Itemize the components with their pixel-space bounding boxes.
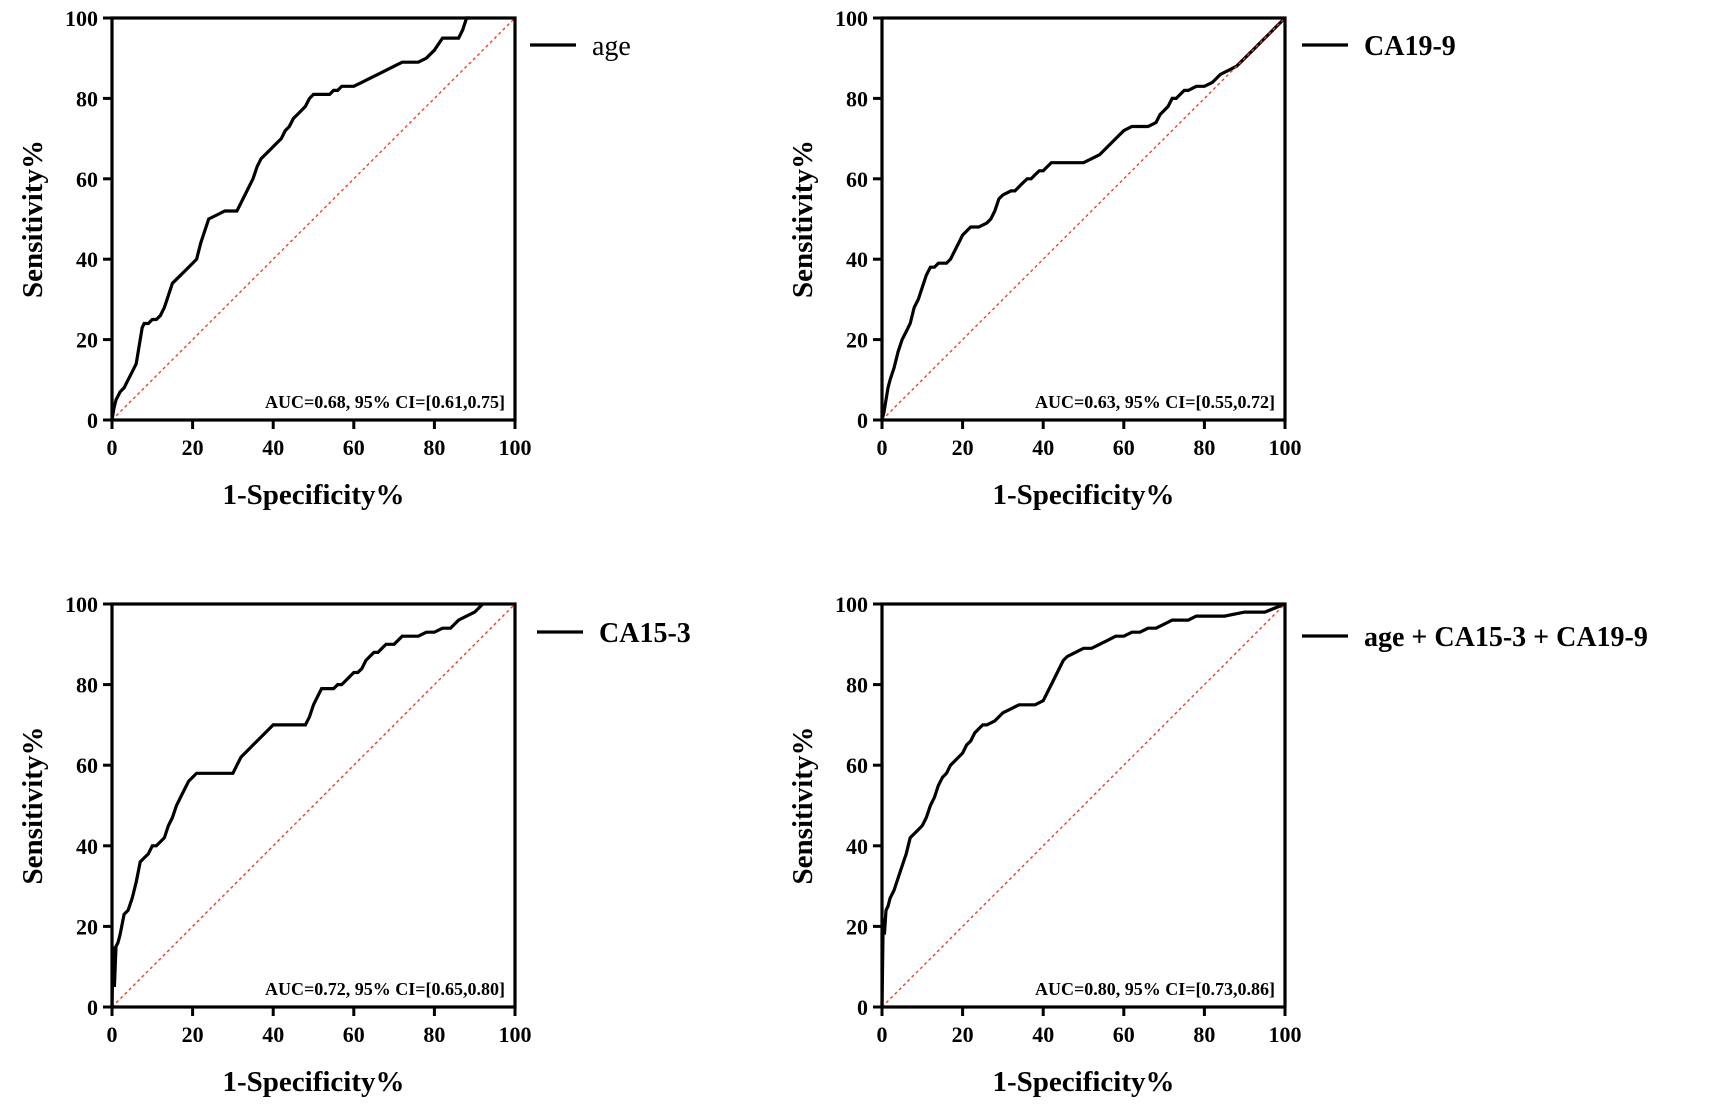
legend-label: age + CA15-3 + CA19-9 <box>1364 622 1648 653</box>
x-tick-label: 100 <box>499 1022 532 1047</box>
y-tick-label: 0 <box>87 408 98 433</box>
y-tick-label: 80 <box>76 673 98 698</box>
x-tick-label: 0 <box>107 1022 118 1047</box>
y-tick-label: 100 <box>835 6 868 31</box>
auc-annotation: AUC=0.68, 95% CI=[0.61,0.75] <box>265 392 505 412</box>
x-tick-label: 0 <box>107 435 118 460</box>
reference-diagonal-line <box>881 17 1286 421</box>
reference-diagonal-line <box>111 603 516 1008</box>
x-tick-label: 60 <box>1113 435 1135 460</box>
x-axis-title: 1-Specificity% <box>222 1066 404 1098</box>
y-tick-label: 100 <box>65 6 98 31</box>
x-tick-label: 40 <box>1032 435 1054 460</box>
y-tick-label: 80 <box>846 673 868 698</box>
roc-panel-4: 0 20 40 60 80 100 0 20 40 60 80 100 1-Specificity% Se… <box>787 592 1648 1098</box>
x-tick-label: 100 <box>1269 435 1302 460</box>
y-tick-label: 20 <box>76 914 98 939</box>
x-tick-label: 80 <box>423 435 445 460</box>
y-tick-label: 40 <box>846 834 868 859</box>
y-axis-title: Sensitivity% <box>787 140 819 298</box>
legend-label: CA15-3 <box>599 618 691 649</box>
y-tick-label: 80 <box>846 86 868 111</box>
y-tick-label: 40 <box>76 834 98 859</box>
roc-curve-line <box>110 602 484 1008</box>
y-tick-label: 0 <box>87 995 98 1020</box>
x-tick-label: 100 <box>499 435 532 460</box>
roc-curve-line <box>110 16 471 421</box>
auc-annotation: AUC=0.63, 95% CI=[0.55,0.72] <box>1035 392 1275 412</box>
y-tick-label: 60 <box>76 753 98 778</box>
y-tick-label: 100 <box>835 592 868 617</box>
y-tick-label: 0 <box>857 408 868 433</box>
x-tick-label: 60 <box>343 435 365 460</box>
reference-diagonal-line <box>111 17 516 421</box>
x-tick-label: 40 <box>262 1022 284 1047</box>
legend-label: CA19-9 <box>1364 31 1456 62</box>
x-tick-label: 80 <box>1193 435 1215 460</box>
x-tick-label: 20 <box>952 1022 974 1047</box>
x-tick-label: 80 <box>423 1022 445 1047</box>
auc-annotation: AUC=0.80, 95% CI=[0.73,0.86] <box>1035 979 1275 999</box>
plot-frame <box>110 16 517 422</box>
roc-curve-line <box>880 16 1287 421</box>
roc-panel-1: 0 20 40 60 80 100 0 20 40 60 80 100 1-Specificity% Se… <box>17 6 631 511</box>
y-tick-label: 60 <box>846 167 868 192</box>
x-axis-title: 1-Specificity% <box>992 1066 1174 1098</box>
roc-panel-2: 0 20 40 60 80 100 0 20 40 60 80 100 1-Specificity% Se… <box>787 6 1456 511</box>
plot-frame <box>880 16 1287 422</box>
y-tick-label: 20 <box>846 328 868 353</box>
x-tick-label: 20 <box>182 1022 204 1047</box>
x-tick-label: 40 <box>262 435 284 460</box>
x-tick-label: 0 <box>877 1022 888 1047</box>
y-tick-label: 100 <box>65 592 98 617</box>
x-tick-label: 60 <box>1113 1022 1135 1047</box>
x-tick-label: 80 <box>1193 1022 1215 1047</box>
y-axis-title: Sensitivity% <box>17 140 49 298</box>
y-tick-label: 80 <box>76 86 98 111</box>
auc-annotation: AUC=0.72, 95% CI=[0.65,0.80] <box>265 979 505 999</box>
x-axis-title: 1-Specificity% <box>222 479 404 511</box>
y-tick-label: 60 <box>846 753 868 778</box>
x-tick-label: 20 <box>952 435 974 460</box>
x-tick-label: 100 <box>1269 1022 1302 1047</box>
reference-diagonal-line <box>881 603 1286 1008</box>
y-tick-label: 40 <box>76 247 98 272</box>
y-tick-label: 40 <box>846 247 868 272</box>
roc-panel-3: 0 20 40 60 80 100 0 20 40 60 80 100 1-Specificity% Se… <box>17 592 691 1098</box>
y-tick-label: 60 <box>76 167 98 192</box>
x-tick-label: 40 <box>1032 1022 1054 1047</box>
x-tick-label: 20 <box>182 435 204 460</box>
y-axis-title: Sensitivity% <box>17 727 49 885</box>
x-axis-title: 1-Specificity% <box>992 479 1174 511</box>
legend-label: age <box>592 31 631 62</box>
x-tick-label: 60 <box>343 1022 365 1047</box>
plot-frame <box>110 602 517 1009</box>
y-tick-label: 20 <box>76 328 98 353</box>
y-tick-label: 20 <box>846 914 868 939</box>
x-tick-label: 0 <box>877 435 888 460</box>
plot-frame <box>880 602 1287 1009</box>
y-axis-title: Sensitivity% <box>787 727 819 885</box>
y-tick-label: 0 <box>857 995 868 1020</box>
roc-curve-line <box>880 602 1286 1008</box>
